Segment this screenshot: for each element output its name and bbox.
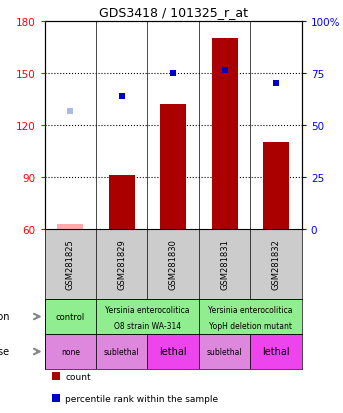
Text: GSM281830: GSM281830: [169, 239, 178, 290]
Text: infection: infection: [0, 312, 10, 322]
Text: percentile rank within the sample: percentile rank within the sample: [66, 394, 218, 404]
Text: O8 strain WA-314: O8 strain WA-314: [114, 321, 181, 330]
Bar: [109, 176, 134, 230]
Text: YopH deletion mutant: YopH deletion mutant: [209, 321, 292, 330]
Text: sublethal: sublethal: [207, 347, 243, 356]
Bar: [52, 394, 60, 402]
Text: count: count: [66, 373, 91, 382]
Text: none: none: [61, 347, 80, 356]
Text: GSM281832: GSM281832: [272, 239, 281, 290]
Bar: [45, 334, 96, 369]
Bar: [161, 105, 186, 230]
Title: GDS3418 / 101325_r_at: GDS3418 / 101325_r_at: [99, 7, 248, 19]
Bar: [199, 299, 302, 334]
Text: control: control: [56, 312, 85, 321]
Bar: [212, 39, 237, 230]
Text: GSM281825: GSM281825: [66, 239, 75, 290]
Text: dose: dose: [0, 347, 10, 357]
Text: GSM281829: GSM281829: [117, 239, 126, 290]
Bar: [58, 224, 83, 230]
Text: Yersinia enterocolitica: Yersinia enterocolitica: [105, 305, 190, 314]
Bar: [96, 299, 199, 334]
Text: sublethal: sublethal: [104, 347, 140, 356]
Bar: [199, 334, 250, 369]
Text: lethal: lethal: [262, 347, 290, 357]
Bar: [52, 372, 60, 380]
Bar: [96, 334, 147, 369]
Text: lethal: lethal: [159, 347, 187, 357]
Bar: [250, 334, 302, 369]
Text: Yersinia enterocolitica: Yersinia enterocolitica: [208, 305, 293, 314]
Bar: [45, 299, 96, 334]
Bar: [263, 143, 289, 230]
Text: GSM281831: GSM281831: [220, 239, 229, 290]
Bar: [147, 334, 199, 369]
